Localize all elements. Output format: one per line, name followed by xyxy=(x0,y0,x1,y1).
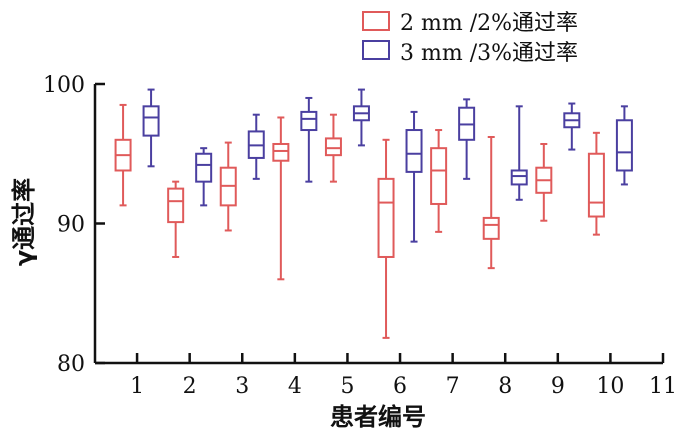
box-s2-p8-box xyxy=(510,169,528,186)
box-s2-p4-box xyxy=(300,110,318,132)
box-s1-p6-box xyxy=(377,177,395,258)
box-s1-p8-box xyxy=(482,216,500,240)
legend-swatch-2mm xyxy=(362,11,390,31)
box-s1-p5-box xyxy=(324,137,342,157)
y-tick-label: 90 xyxy=(57,213,85,238)
legend-swatch-3mm xyxy=(362,40,390,60)
legend-label-3mm: 3 mm /3%通过率 xyxy=(400,41,578,66)
box-s2-p10-box xyxy=(615,119,633,172)
x-tick-label: 1 xyxy=(130,374,144,399)
box-s2-p6-box xyxy=(405,129,423,173)
plot-area: 80 90 100 1 2 3 4 5 6 7 8 9 10 11 xyxy=(43,73,677,399)
box-s1-p10-box xyxy=(587,152,605,218)
legend: 2 mm /2%通过率 3 mm /3%通过率 xyxy=(362,11,578,66)
y-tick-label: 80 xyxy=(57,352,85,377)
x-tick-label: 11 xyxy=(649,374,677,399)
x-tick-label: 6 xyxy=(393,374,407,399)
x-tick-label: 9 xyxy=(551,374,565,399)
y-axis-title: γ通过率 xyxy=(10,178,38,266)
x-tick-label: 2 xyxy=(183,374,197,399)
box-s1-p7-box xyxy=(430,147,448,205)
x-tick-label: 3 xyxy=(235,374,249,399)
x-axis-title: 患者编号 xyxy=(330,403,426,431)
box-s2-p1-box xyxy=(142,105,160,137)
box-s1-p2-box xyxy=(167,187,185,224)
x-tick-label: 7 xyxy=(446,374,460,399)
y-tick-label: 100 xyxy=(43,73,85,98)
box-s2-p2-box xyxy=(195,152,213,183)
box-s1-p4-box xyxy=(272,142,290,162)
x-tick-label: 10 xyxy=(596,374,624,399)
legend-label-2mm: 2 mm /2%通过率 xyxy=(400,11,578,36)
x-tick-label: 5 xyxy=(340,374,354,399)
x-tick-label: 4 xyxy=(288,374,302,399)
x-tick-label: 8 xyxy=(498,374,512,399)
